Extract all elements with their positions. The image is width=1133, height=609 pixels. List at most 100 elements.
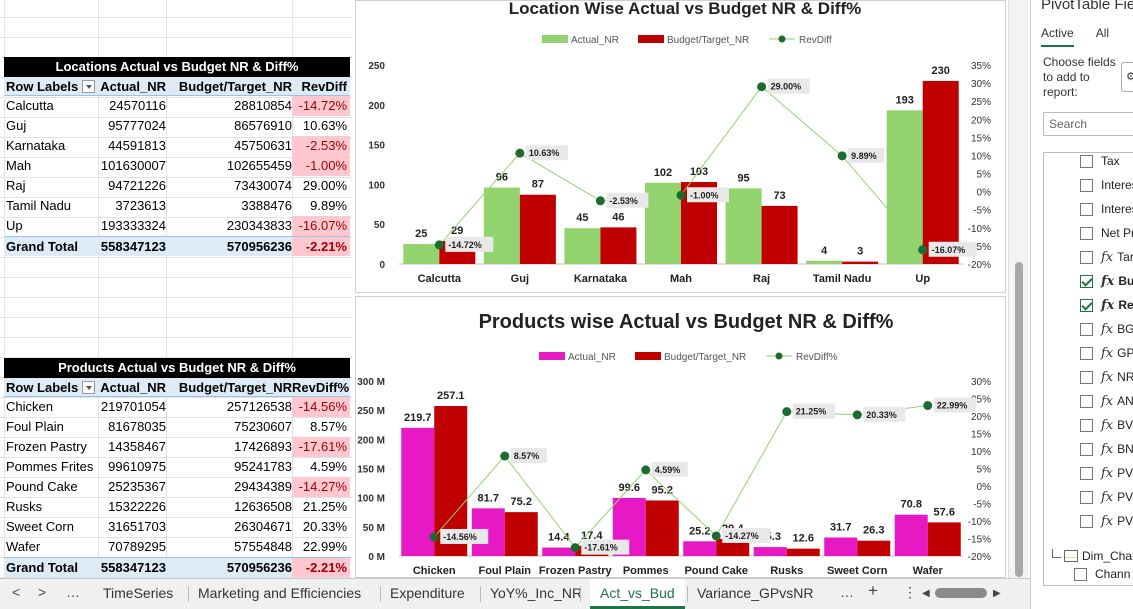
table-row[interactable]: Tamil Nadu 3723613 3388476 9.89% (4, 196, 350, 216)
dim-field-row[interactable]: Chann (1074, 567, 1130, 581)
field-checkbox[interactable] (1080, 226, 1093, 240)
table-row[interactable]: Mah 101630007 102655459 -1.00% (4, 156, 350, 176)
field-item[interactable]: fx Tar (1044, 245, 1133, 269)
table-row[interactable]: Sweet Corn 31651703 26304671 20.33% (4, 517, 350, 537)
tab-all[interactable]: All (1095, 26, 1110, 40)
sheet-tab[interactable]: Act_vs_Bud (590, 579, 685, 609)
filter-dropdown-icon[interactable] (82, 80, 96, 94)
budget-header[interactable]: Budget/Target_NR (178, 79, 292, 94)
more-tabs-right-button[interactable]: … (840, 584, 854, 600)
field-item[interactable]: Net Pr (1044, 221, 1133, 245)
field-search-input[interactable]: Search (1043, 112, 1133, 136)
grand-total-row[interactable]: Grand Total 558347123 570956236 -2.21% (4, 557, 350, 577)
more-tabs-left-button[interactable]: … (66, 584, 80, 600)
gear-icon[interactable]: ⚙ (1121, 62, 1133, 92)
add-sheet-button[interactable]: + (868, 581, 878, 600)
sheet-tab[interactable]: Variance_GPvsNR (697, 585, 814, 601)
table-row[interactable]: Frozen Pastry 14358467 17426893 -17.61% (4, 437, 350, 457)
table-row[interactable]: Pound Cake 25235367 29434389 -14.27% (4, 477, 350, 497)
table-row[interactable]: Pommes Frites 99610975 95241783 4.59% (4, 457, 350, 477)
table-row[interactable]: Chicken 219701054 257126538 -14.56% (4, 397, 350, 417)
budget-value: 28810854 (234, 98, 292, 113)
field-list[interactable]: TaxInteresInteresNet PrfxTarfxBufxRefxBG… (1043, 152, 1133, 586)
field-checkbox[interactable] (1080, 490, 1093, 504)
field-checkbox[interactable] (1080, 178, 1093, 192)
field-item[interactable]: fx BG (1044, 317, 1133, 341)
actual-header[interactable]: Actual_NR (100, 380, 166, 395)
field-item[interactable]: fx Bu (1044, 269, 1133, 293)
field-item[interactable]: Interes (1044, 173, 1133, 197)
field-checkbox[interactable] (1080, 514, 1093, 528)
table-row[interactable]: Calcutta 24570116 28810854 -14.72% (4, 96, 350, 116)
field-item[interactable]: fx BV (1044, 413, 1133, 437)
table-row[interactable]: Up 193333324 230343833 -16.07% (4, 216, 350, 236)
field-checkbox[interactable] (1080, 274, 1093, 288)
row-labels-header[interactable]: Row Labels (4, 378, 98, 396)
field-item[interactable]: fx GP (1044, 341, 1133, 365)
pivot-table-products[interactable]: Products Actual vs Budget NR & Diff% Row… (4, 358, 350, 577)
filter-dropdown-icon[interactable] (82, 381, 96, 395)
field-checkbox[interactable] (1080, 346, 1093, 360)
field-item[interactable]: fx AN (1044, 389, 1133, 413)
vertical-scrollbar[interactable] (1008, 0, 1028, 578)
field-label: BV (1117, 418, 1133, 432)
field-checkbox[interactable] (1080, 466, 1093, 480)
field-label: AN (1117, 394, 1133, 408)
bar-data-label: 31.7 (830, 522, 851, 534)
field-label: Tar (1117, 250, 1133, 264)
sheet-tab[interactable]: Marketing and Efficiencies (198, 585, 362, 601)
field-item[interactable]: Interes (1044, 197, 1133, 221)
collapse-icon[interactable] (1052, 548, 1061, 558)
field-item[interactable]: fx BN (1044, 437, 1133, 461)
worksheet-grid[interactable]: Locations Actual vs Budget NR & Diff% Ro… (0, 0, 352, 578)
tab-active[interactable]: Active (1041, 26, 1074, 47)
products-chart[interactable]: Products wise Actual vs Budget NR & Diff… (355, 296, 1006, 578)
sheet-tab[interactable]: Expenditure (390, 585, 465, 601)
sheet-tab[interactable]: YoY%_Inc_NR (490, 585, 583, 601)
diff-header[interactable]: RevDiff (301, 79, 347, 94)
field-checkbox[interactable] (1080, 250, 1093, 264)
field-checkbox[interactable] (1080, 370, 1093, 384)
field-checkbox[interactable] (1080, 154, 1093, 168)
x-tick-label: Chicken (413, 565, 456, 577)
field-checkbox[interactable] (1074, 567, 1087, 581)
vertical-scroll-thumb[interactable] (1015, 262, 1023, 577)
pivot-header-row: Row Labels Actual_NR Budget/Target_NR Re… (4, 378, 350, 397)
location-chart[interactable]: Location Wise Actual vs Budget NR & Diff… (355, 0, 1006, 293)
table-row[interactable]: Guj 95777024 86576910 10.63% (4, 116, 350, 136)
table-row[interactable]: Foul Plain 81678035 75230607 8.57% (4, 417, 350, 437)
sheet-tab[interactable]: TimeSeries (103, 585, 174, 601)
table-row[interactable]: Wafer 70789295 57554848 22.99% (4, 537, 350, 557)
table-row[interactable]: Karnataka 44591813 45750631 -2.53% (4, 136, 350, 156)
row-labels-header[interactable]: Row Labels (4, 77, 98, 95)
hscroll-right-icon[interactable]: ▶ (993, 588, 1001, 599)
field-checkbox[interactable] (1080, 202, 1093, 216)
field-checkbox[interactable] (1080, 298, 1093, 312)
actual-header[interactable]: Actual_NR (100, 79, 166, 94)
field-item[interactable]: fx Re (1044, 293, 1133, 317)
table-row[interactable]: Rusks 15322226 12636508 21.25% (4, 497, 350, 517)
field-checkbox[interactable] (1080, 418, 1093, 432)
budget-header[interactable]: Budget/Target_NR (178, 380, 292, 395)
table-row[interactable]: Raj 94721226 73430074 29.00% (4, 176, 350, 196)
bar (786, 548, 820, 556)
field-item[interactable]: Tax (1044, 153, 1120, 173)
pivot-table-locations[interactable]: Locations Actual vs Budget NR & Diff% Ro… (4, 57, 350, 256)
dim-table-row[interactable]: Dim_Chan (1052, 548, 1133, 563)
grand-total-row[interactable]: Grand Total 558347123 570956236 -2.21% (4, 236, 350, 256)
actual-value: 25235367 (108, 479, 166, 494)
hscroll-left-icon[interactable]: ◀ (922, 588, 930, 599)
scroll-tabs-left-button[interactable]: < (12, 584, 21, 600)
field-item[interactable]: fx NR (1044, 365, 1133, 389)
sheet-options-button[interactable]: ⋮ (903, 584, 917, 600)
field-checkbox[interactable] (1080, 442, 1093, 456)
field-checkbox[interactable] (1080, 394, 1093, 408)
pivot-title: Locations Actual vs Budget NR & Diff% (4, 57, 350, 77)
horizontal-scroll-thumb[interactable] (935, 588, 987, 598)
diff-header[interactable]: RevDiff% (292, 380, 350, 395)
field-checkbox[interactable] (1080, 322, 1093, 336)
scroll-tabs-right-button[interactable]: > (38, 584, 47, 600)
